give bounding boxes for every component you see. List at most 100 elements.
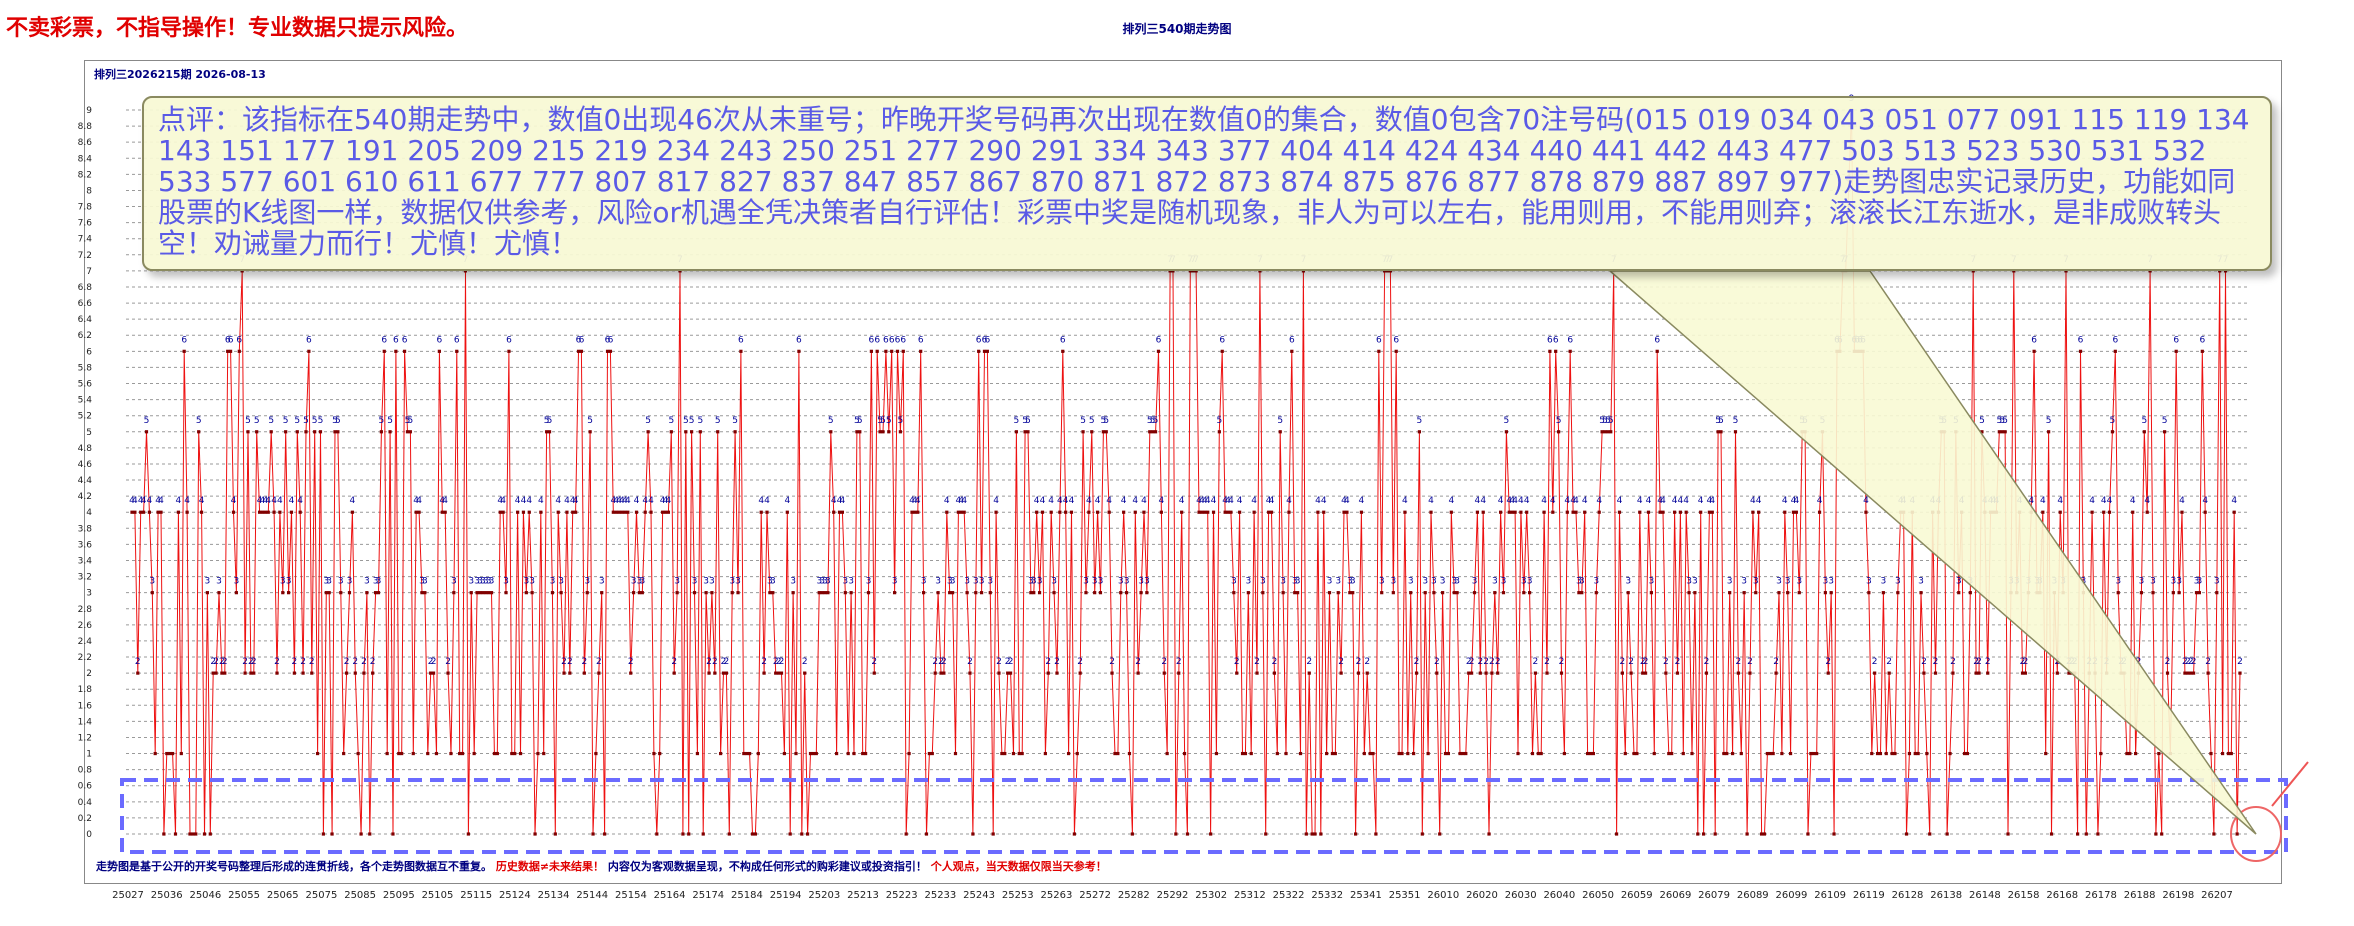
data-point: [1008, 671, 1013, 675]
x-tick-label: 25302: [1195, 890, 1227, 901]
data-point-label: 5: [1996, 416, 2002, 426]
data-point: [1232, 591, 1236, 595]
data-point-label: 5: [407, 416, 413, 426]
data-point-label: 4: [260, 496, 266, 506]
data-point: [791, 591, 795, 595]
x-tick-label: 26148: [1969, 890, 2001, 901]
data-point: [1548, 349, 1552, 353]
data-point: [2084, 832, 2088, 836]
data-point: [202, 832, 207, 836]
data-point: [1904, 832, 1909, 836]
data-point: [2107, 510, 2112, 514]
x-tick-label: 25312: [1234, 890, 1266, 901]
data-point: [1246, 591, 1250, 595]
y-tick-label: 8.6: [78, 138, 93, 148]
x-tick-label: 25154: [615, 890, 647, 901]
data-point: [1893, 751, 1897, 756]
y-tick-label: 1.4: [78, 717, 93, 727]
data-point-label: 2: [213, 657, 219, 667]
data-point-label: 5: [1080, 416, 1086, 426]
data-point: [2020, 671, 2025, 675]
data-point: [1455, 591, 1459, 595]
data-point-label: 3: [599, 577, 605, 587]
data-point: [727, 832, 731, 836]
data-point: [733, 430, 737, 434]
data-point: [1780, 751, 1784, 756]
data-point-label: 4: [1660, 496, 1666, 506]
data-point: [936, 591, 940, 595]
x-tick-label: 26207: [2201, 890, 2233, 901]
data-point: [1493, 591, 1497, 595]
data-point-label: 4: [147, 496, 153, 506]
data-point: [837, 510, 842, 514]
x-tick-label: 25223: [886, 890, 918, 901]
data-point: [771, 591, 775, 595]
data-point: [1536, 751, 1540, 756]
data-point: [1881, 591, 1885, 595]
data-point-label: 3: [637, 577, 643, 587]
data-point-label: 2: [1054, 657, 1060, 667]
data-point: [333, 430, 337, 434]
data-point: [327, 591, 331, 595]
data-point: [2047, 430, 2051, 434]
data-point-label: 5: [2110, 416, 2116, 426]
data-point-label: 3: [216, 577, 222, 587]
data-point-label: 5: [1979, 416, 1985, 426]
data-point: [1087, 510, 1091, 514]
data-point: [353, 671, 357, 675]
data-point-label: 3: [1083, 577, 1089, 587]
data-point-label: 3: [1472, 577, 1478, 587]
x-tick-label: 26040: [1543, 890, 1575, 901]
data-point: [571, 510, 575, 514]
data-point-label: 3: [935, 577, 941, 587]
data-point: [907, 751, 911, 756]
data-point-label: 2: [1747, 657, 1753, 667]
data-point: [1974, 671, 1978, 675]
data-point: [1815, 751, 1819, 756]
data-point: [1316, 510, 1320, 514]
data-point: [504, 591, 508, 595]
data-point: [777, 671, 781, 675]
data-point-label: 3: [639, 577, 645, 587]
data-point-label: 2: [1489, 657, 1495, 667]
data-point: [1029, 591, 1033, 595]
data-point: [144, 430, 149, 434]
data-point-label: 3: [1379, 577, 1385, 587]
data-point-label: 6: [576, 335, 582, 345]
data-point-label: 2: [1306, 657, 1312, 667]
data-point: [1545, 671, 1549, 675]
data-point: [2206, 671, 2210, 675]
y-tick-label: 8.2: [78, 170, 92, 180]
data-point: [1322, 510, 1326, 514]
data-point: [603, 832, 607, 836]
data-point: [1771, 751, 1775, 756]
data-point: [1142, 510, 1146, 514]
data-point-label: 6: [381, 335, 387, 345]
data-point-label: 2: [248, 657, 254, 667]
data-point: [1423, 591, 1427, 595]
data-point: [373, 591, 378, 595]
data-point-label: 5: [880, 416, 886, 426]
data-point-label: 3: [1866, 577, 1872, 587]
data-point: [2058, 510, 2062, 514]
data-point-label: 3: [964, 577, 970, 587]
data-point: [878, 430, 882, 434]
x-tick-label: 25174: [692, 890, 724, 901]
data-point: [1429, 510, 1433, 514]
data-point: [1098, 591, 1103, 595]
data-point: [782, 751, 787, 756]
data-point: [513, 751, 517, 756]
data-point: [692, 591, 697, 595]
data-point: [269, 430, 273, 434]
data-point-label: 4: [625, 496, 631, 506]
data-point: [1432, 591, 1436, 595]
data-point: [1574, 510, 1578, 514]
data-point: [646, 430, 650, 434]
data-point-label: 4: [1506, 496, 1512, 506]
data-point-label: 4: [784, 496, 790, 506]
data-point-label: 3: [1451, 577, 1457, 587]
data-point-label: 3: [866, 577, 872, 587]
data-point: [1823, 591, 1827, 595]
data-point: [1832, 832, 1836, 836]
x-axis-ticks: 25027 25036 25046 25055 25065 25075 25085 25095…: [112, 890, 2233, 901]
